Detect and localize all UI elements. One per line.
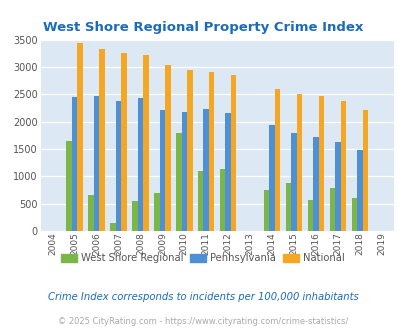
Bar (362, 110, 367, 231)
Bar (176, 133, 181, 231)
Bar (285, 183, 290, 231)
Bar (340, 101, 345, 231)
Text: © 2025 CityRating.com - https://www.cityrating.com/crime-statistics/: © 2025 CityRating.com - https://www.city… (58, 317, 347, 326)
Bar (307, 200, 312, 231)
Text: West Shore Regional Property Crime Index: West Shore Regional Property Crime Index (43, 21, 362, 34)
Bar (137, 98, 143, 231)
Bar (225, 113, 230, 231)
Bar (296, 94, 301, 231)
Bar (181, 112, 187, 231)
Bar (115, 101, 121, 231)
Bar (334, 142, 340, 231)
Legend: West Shore Regional, Pennsylvania, National: West Shore Regional, Pennsylvania, Natio… (57, 249, 348, 267)
Bar (143, 55, 148, 231)
Bar (132, 201, 137, 231)
Bar (77, 44, 83, 231)
Bar (99, 49, 104, 231)
Bar (110, 223, 115, 231)
Bar (351, 198, 356, 231)
Text: Crime Index corresponds to incidents per 100,000 inhabitants: Crime Index corresponds to incidents per… (47, 292, 358, 302)
Bar (356, 150, 362, 231)
Bar (94, 96, 99, 231)
Bar (88, 195, 94, 231)
Bar (121, 53, 126, 231)
Bar (187, 70, 192, 231)
Bar (203, 109, 209, 231)
Bar (318, 96, 323, 231)
Bar (312, 138, 318, 231)
Bar (274, 89, 279, 231)
Bar (263, 190, 269, 231)
Bar (66, 141, 72, 231)
Bar (220, 169, 225, 231)
Bar (329, 188, 334, 231)
Bar (230, 75, 236, 231)
Bar (198, 171, 203, 231)
Bar (165, 65, 170, 231)
Bar (159, 110, 165, 231)
Bar (209, 72, 214, 231)
Bar (269, 125, 274, 231)
Bar (72, 97, 77, 231)
Bar (290, 133, 296, 231)
Bar (154, 193, 159, 231)
